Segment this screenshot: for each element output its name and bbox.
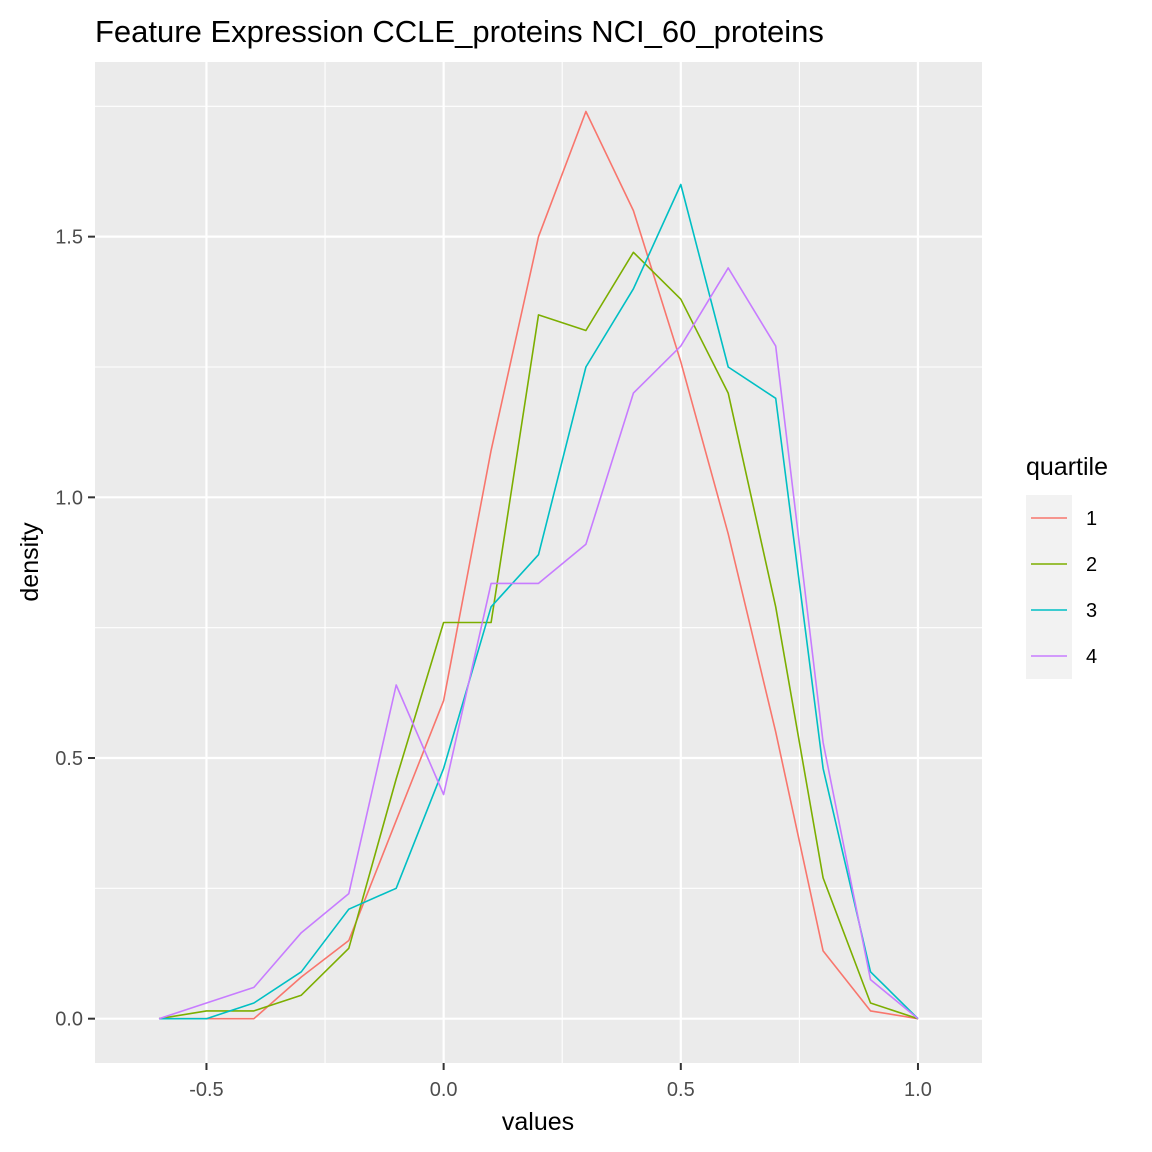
chart-title: Feature Expression CCLE_proteins NCI_60_… — [95, 14, 824, 49]
y-axis-title: density — [16, 522, 44, 602]
legend-label-1: 1 — [1086, 508, 1097, 530]
x-tick-label: 0.0 — [430, 1079, 458, 1101]
y-axis-ticks: 0.0 0.5 1.0 1.5 — [55, 227, 95, 1031]
series-line-4 — [158, 267, 919, 1020]
series-line-1 — [159, 110, 919, 1020]
x-axis-title: values — [502, 1108, 574, 1136]
series-lines — [158, 110, 919, 1020]
legend-title: quartile — [1026, 453, 1108, 481]
legend-label-2: 2 — [1086, 554, 1097, 576]
grid-minor — [95, 62, 982, 1063]
y-tick-label: 0.5 — [55, 748, 83, 770]
x-tick-label: 0.5 — [667, 1079, 695, 1101]
x-tick-label: -0.5 — [189, 1079, 223, 1101]
plot-panel — [95, 62, 982, 1063]
legend-label-4: 4 — [1086, 646, 1097, 668]
x-tick-label: 1.0 — [904, 1079, 932, 1101]
series-line-3 — [159, 183, 919, 1020]
y-tick-label: 1.0 — [55, 487, 83, 509]
legend: quartile 1 2 3 4 — [1026, 453, 1108, 679]
y-tick-label: 1.5 — [55, 227, 83, 249]
legend-label-3: 3 — [1086, 600, 1097, 622]
x-axis-ticks: -0.5 0.0 0.5 1.0 — [189, 1063, 932, 1101]
y-tick-label: 0.0 — [55, 1009, 83, 1031]
series-line-2 — [158, 251, 919, 1020]
